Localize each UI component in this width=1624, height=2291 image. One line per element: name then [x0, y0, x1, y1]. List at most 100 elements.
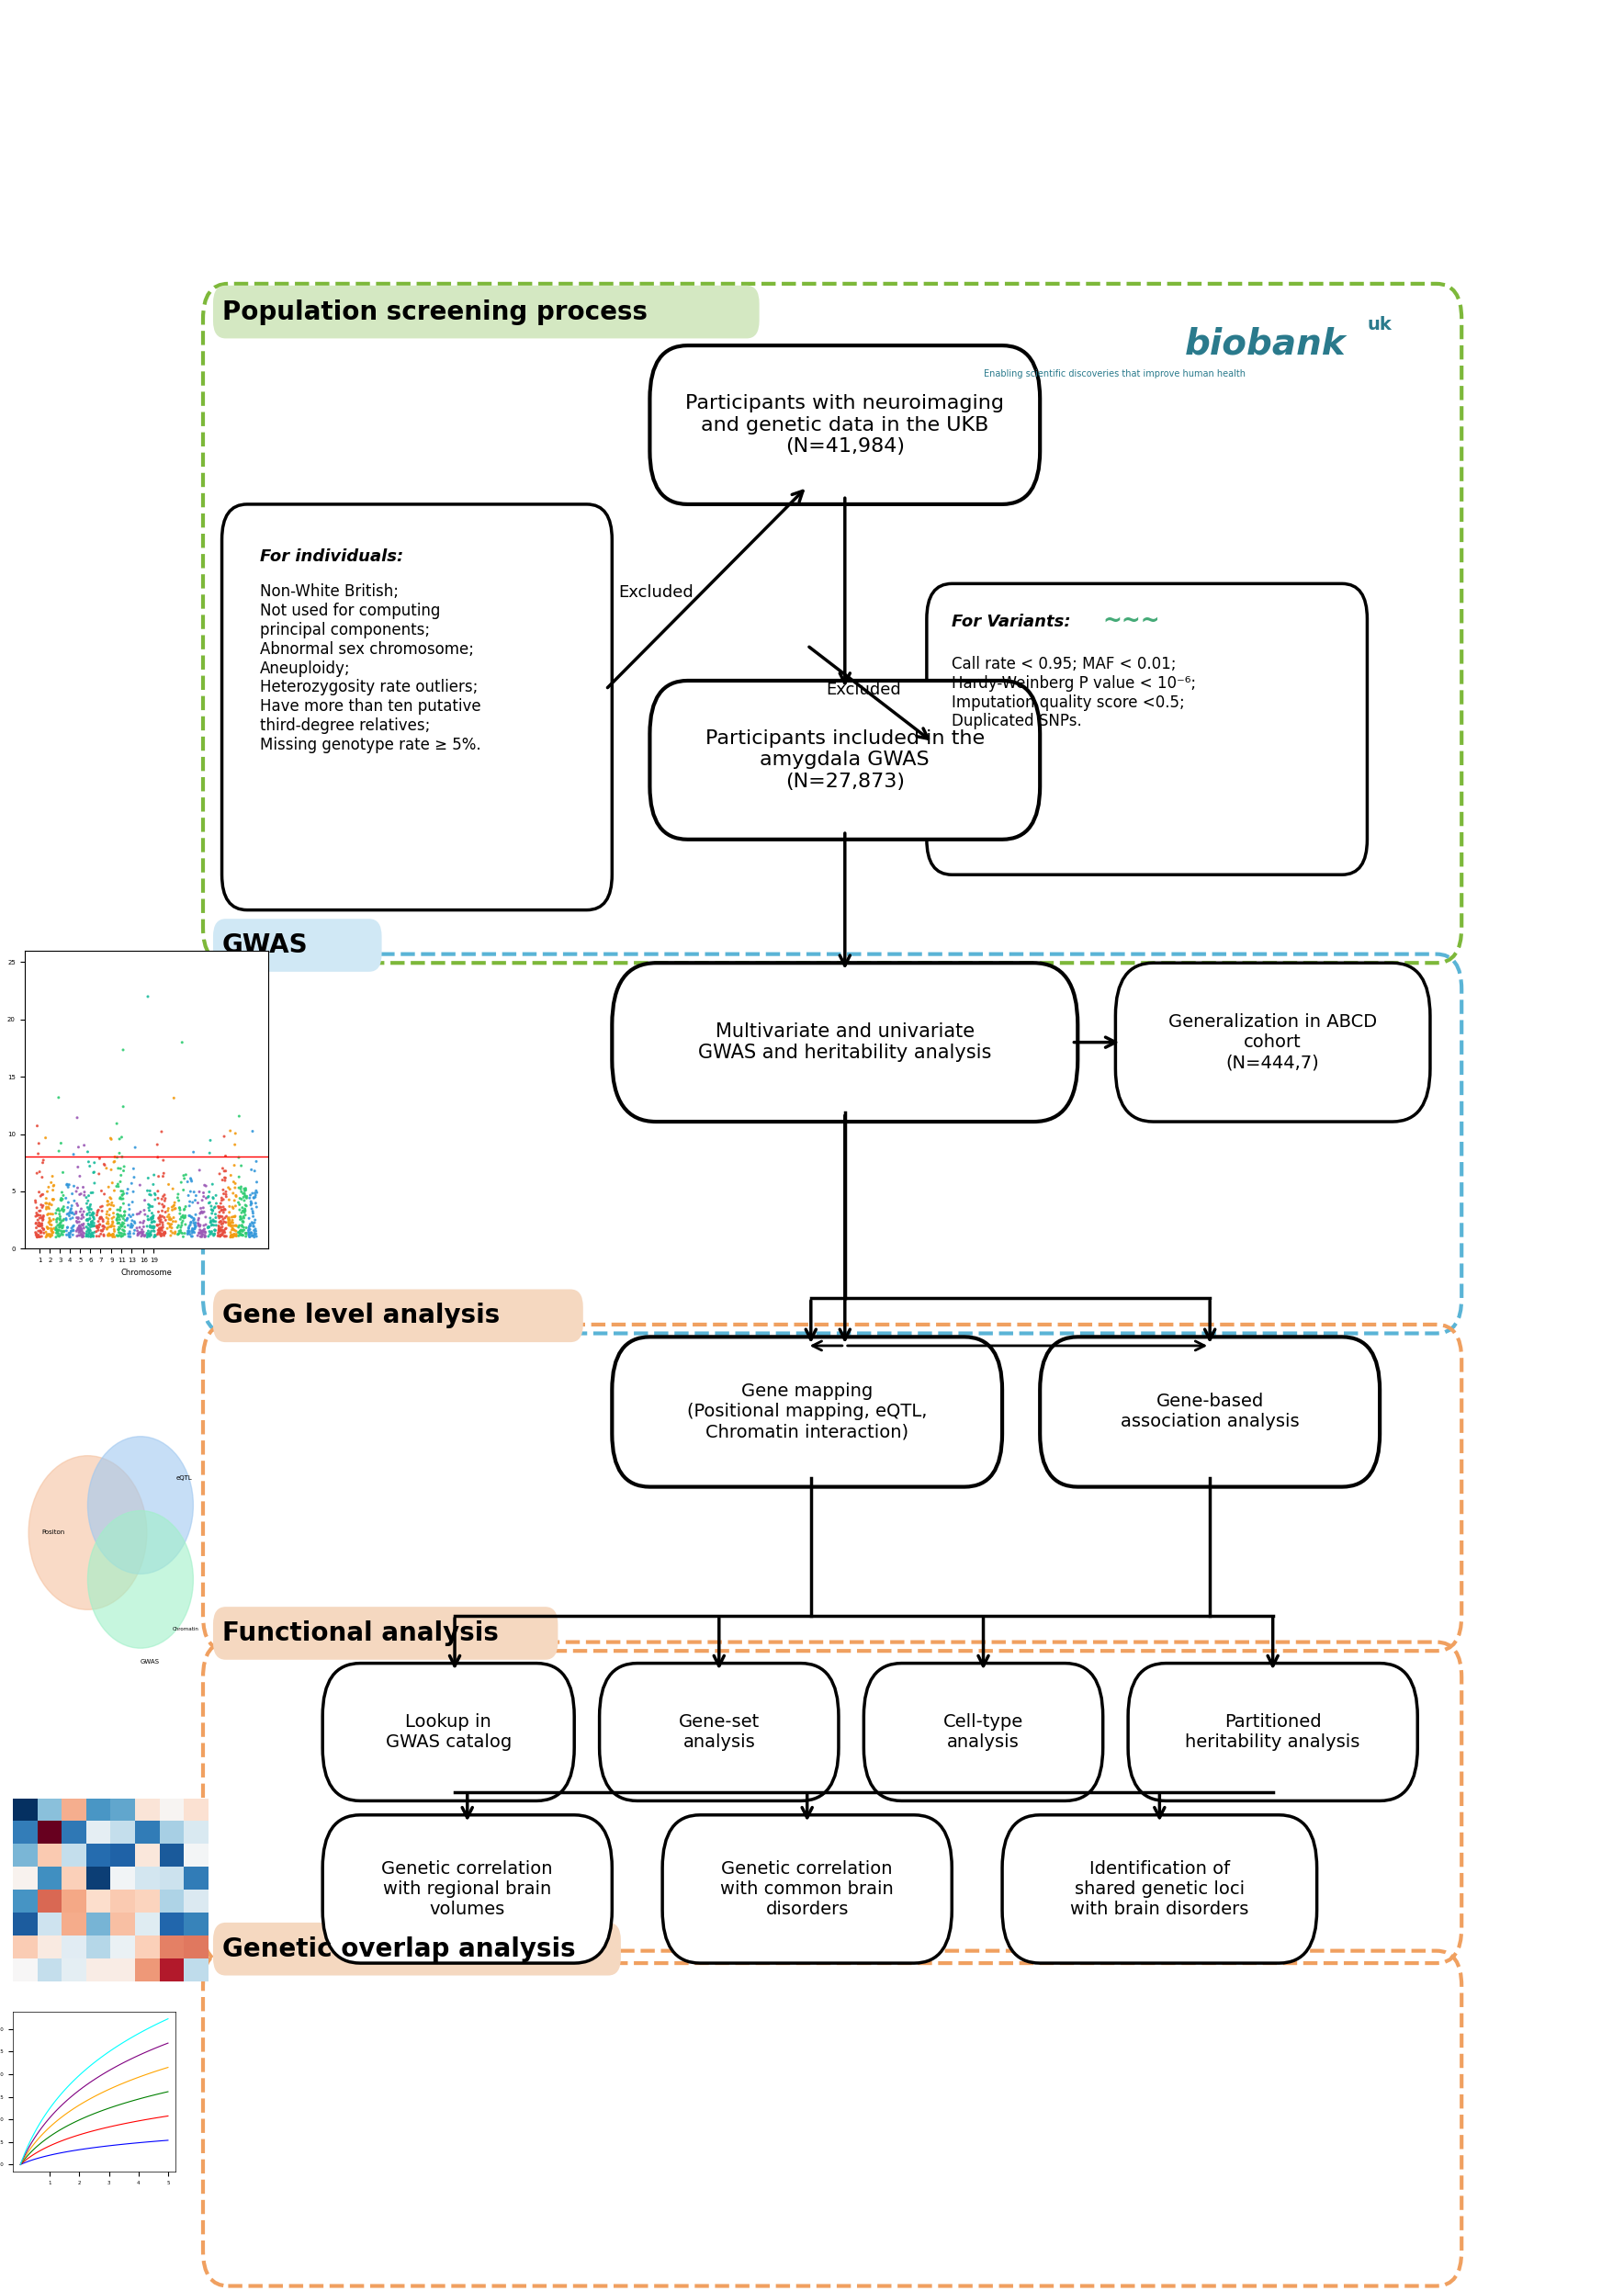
Point [209, 1182, 235, 1219]
Point [161, 1079, 187, 1116]
Point [161, 1191, 187, 1228]
Point [115, 1171, 141, 1207]
Point [136, 1210, 162, 1246]
Point [68, 1200, 94, 1237]
Point [101, 1205, 127, 1242]
Point [89, 1189, 115, 1226]
Point [47, 1207, 73, 1244]
Point [231, 1203, 257, 1239]
Point [58, 1196, 84, 1233]
Point [120, 1173, 146, 1210]
Point [179, 1219, 205, 1255]
Point [49, 1214, 75, 1251]
Point [24, 1217, 50, 1253]
Point [119, 1205, 145, 1242]
Point [71, 1214, 97, 1251]
Point [125, 1212, 151, 1249]
Point [182, 1207, 208, 1244]
Point [211, 1219, 237, 1255]
Point [171, 1200, 197, 1237]
Point [86, 1191, 112, 1228]
Point [192, 1214, 218, 1251]
Point [180, 1184, 206, 1221]
Text: Partitioned
heritability analysis: Partitioned heritability analysis [1186, 1714, 1361, 1750]
Point [123, 1196, 149, 1233]
Point [54, 1217, 80, 1253]
Point [138, 1189, 164, 1226]
Point [109, 1207, 135, 1244]
Point [89, 1203, 115, 1239]
Point [84, 1219, 110, 1255]
Text: Gene-based
association analysis: Gene-based association analysis [1121, 1393, 1299, 1430]
Point [96, 1168, 122, 1205]
Point [97, 1217, 123, 1253]
Point [106, 1217, 132, 1253]
Point [49, 1214, 75, 1251]
Point [127, 1205, 153, 1242]
Point [70, 1198, 96, 1235]
Point [138, 1200, 164, 1237]
Point [208, 1203, 234, 1239]
Point [58, 1175, 84, 1212]
Point [42, 1196, 68, 1233]
Point [127, 1210, 153, 1246]
Point [244, 1173, 270, 1210]
Point [110, 1173, 136, 1210]
Point [91, 1146, 117, 1182]
Point [44, 1214, 70, 1251]
Point [198, 1207, 224, 1244]
Point [149, 1180, 175, 1217]
Point [99, 1187, 125, 1223]
Point [140, 1198, 166, 1235]
Point [101, 1187, 127, 1223]
Point [232, 1175, 258, 1212]
Point [200, 1207, 226, 1244]
Point [65, 1200, 91, 1237]
Point [54, 1166, 80, 1203]
Point [151, 1198, 177, 1235]
Point [94, 1196, 120, 1233]
Point [58, 1212, 84, 1249]
Point [211, 1191, 237, 1228]
Point [94, 1212, 120, 1249]
Point [110, 1217, 136, 1253]
Point [23, 1198, 49, 1235]
Point [158, 1200, 184, 1237]
Point [47, 1205, 73, 1242]
Point [99, 1184, 125, 1221]
Point [159, 1214, 185, 1251]
Point [185, 1205, 211, 1242]
Point [218, 1217, 244, 1253]
Point [232, 1178, 258, 1214]
Point [237, 1207, 263, 1244]
Point [88, 1205, 114, 1242]
Point [169, 1198, 195, 1235]
Point [63, 1203, 89, 1239]
Point [34, 1217, 60, 1253]
Point [229, 1173, 255, 1210]
Point [114, 1200, 140, 1237]
Point [115, 1217, 141, 1253]
Point [23, 1210, 49, 1246]
Point [102, 1219, 128, 1255]
Point [138, 1210, 164, 1246]
Point [60, 1217, 86, 1253]
Point [135, 1214, 161, 1251]
Point [107, 1180, 133, 1217]
Point [190, 1212, 216, 1249]
Point [143, 1217, 169, 1253]
Point [45, 1212, 71, 1249]
Point [136, 1217, 162, 1253]
Point [211, 1212, 237, 1249]
Point [232, 1191, 258, 1228]
Point [197, 1214, 222, 1251]
Point [239, 1191, 265, 1228]
Point [231, 1182, 257, 1219]
Point [235, 1210, 261, 1246]
Point [180, 1173, 206, 1210]
Point [226, 1207, 252, 1244]
Point [135, 1212, 161, 1249]
Point [45, 1079, 71, 1116]
Point [141, 1182, 167, 1219]
Point [175, 1210, 201, 1246]
